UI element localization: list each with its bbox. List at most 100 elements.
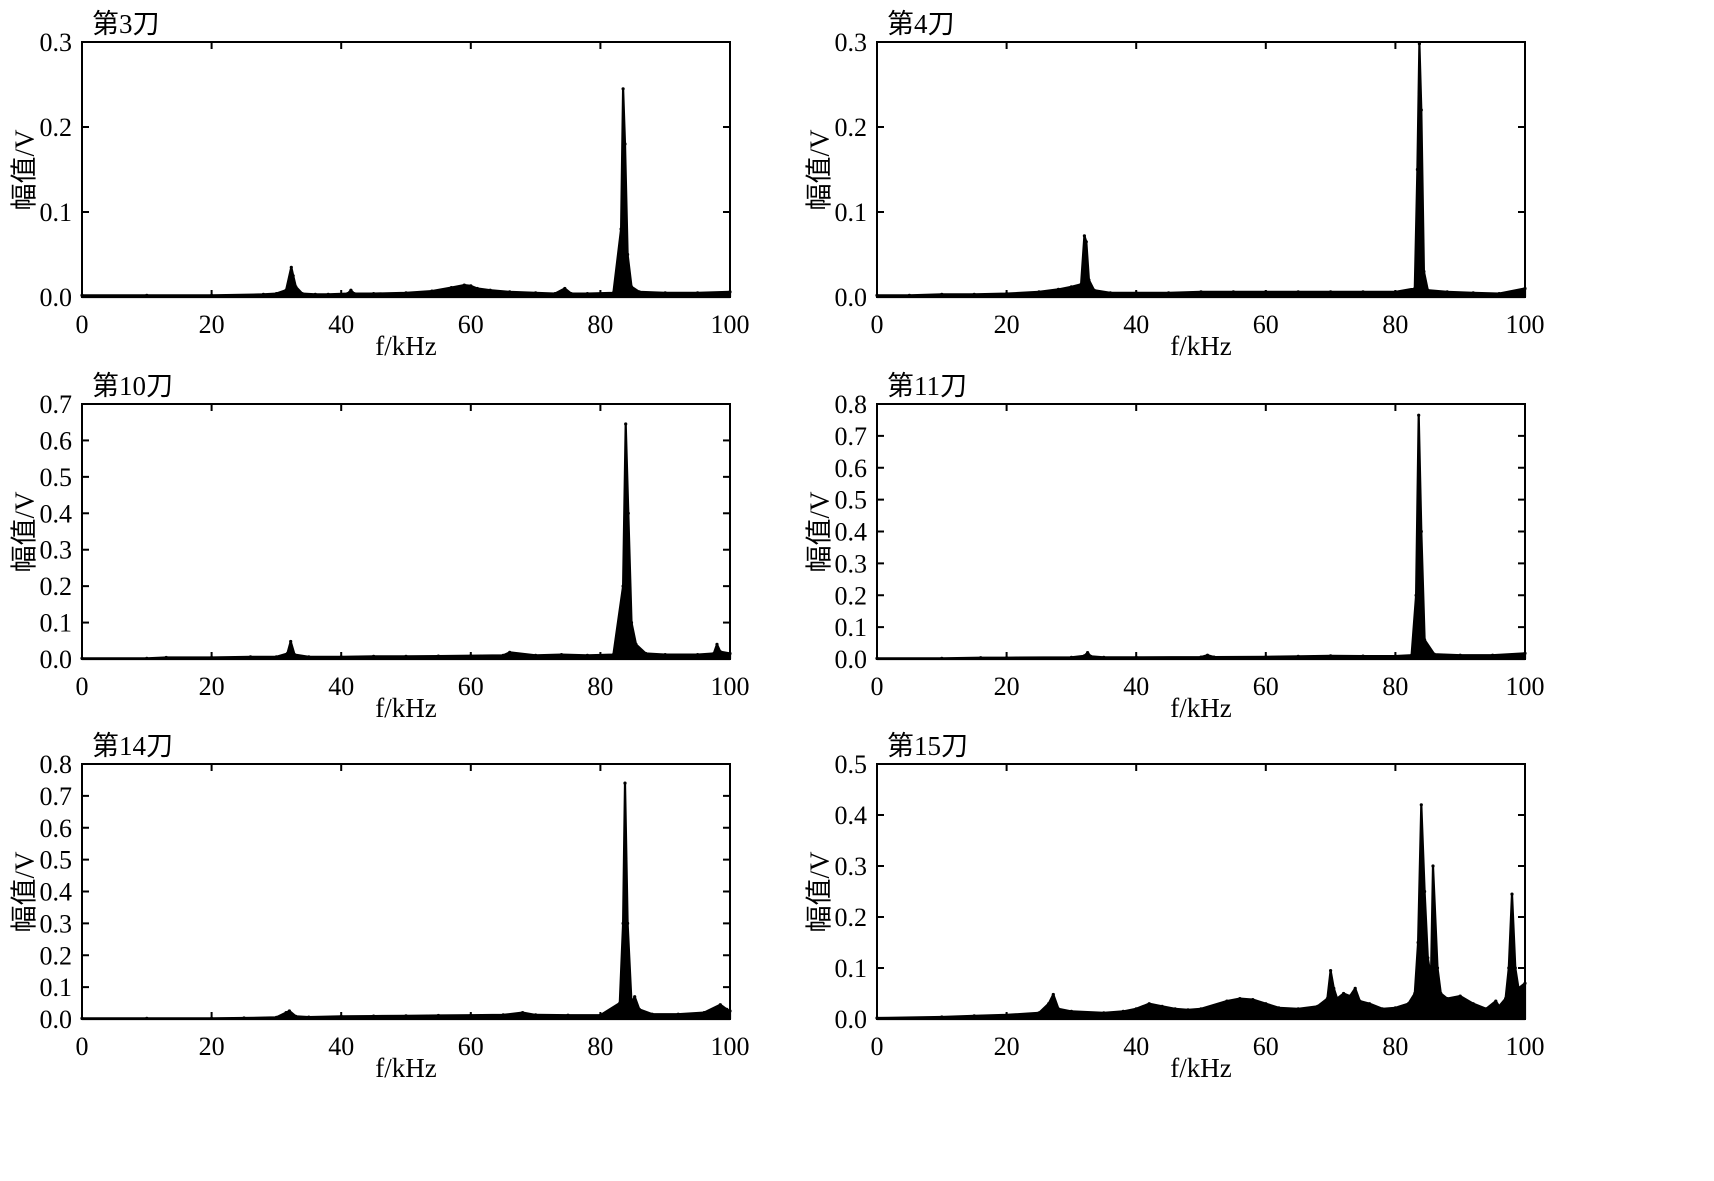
- data-point: [1419, 803, 1423, 807]
- data-point: [626, 252, 630, 257]
- data-point: [1332, 986, 1336, 990]
- data-point: [1082, 654, 1086, 658]
- x-tick-label: 60: [458, 672, 484, 701]
- data-point: [611, 291, 616, 295]
- chart-panel-2: 第4刀 幅值/V f/kHz 0 20 40 60 80 100 0.0 0.1 0.2 0.3: [795, 0, 1652, 394]
- x-tick-label: 40: [1123, 310, 1149, 339]
- data-point: [1037, 1011, 1041, 1015]
- data-point: [940, 292, 944, 296]
- data-point: [621, 87, 625, 91]
- x-tick-label: 0: [871, 1032, 884, 1061]
- data-point: [349, 288, 353, 292]
- x-tick-label: 20: [199, 310, 225, 339]
- data-point: [508, 290, 512, 294]
- data-point: [1507, 966, 1511, 970]
- data-point: [1082, 234, 1086, 238]
- data-point: [1134, 1007, 1138, 1011]
- data-point: [696, 653, 700, 657]
- data-point: [1056, 1007, 1060, 1011]
- y-tick-label: 0.7: [835, 422, 868, 451]
- panel-title: 第14刀: [92, 731, 173, 761]
- data-point: [1361, 654, 1365, 658]
- data-point: [618, 1001, 622, 1005]
- data-point: [1092, 288, 1096, 292]
- data-point: [462, 283, 466, 287]
- x-axis-label: f/kHz: [1170, 331, 1232, 361]
- y-tick-label: 0.6: [40, 814, 73, 843]
- data-point: [404, 654, 408, 658]
- data-point: [569, 292, 573, 296]
- data-point: [637, 1007, 641, 1011]
- data-point: [585, 292, 590, 296]
- x-tick-label: 80: [587, 310, 613, 339]
- data-point: [621, 921, 625, 925]
- data-point: [702, 1011, 706, 1015]
- x-tick-label: 0: [76, 310, 89, 339]
- data-point: [313, 292, 317, 296]
- data-point: [563, 286, 567, 291]
- data-point: [1380, 1007, 1384, 1011]
- x-tick-label: 60: [458, 1032, 484, 1061]
- x-tick-label: 20: [994, 310, 1020, 339]
- data-point: [1069, 285, 1073, 289]
- data-point: [352, 292, 356, 296]
- data-point: [1348, 994, 1352, 998]
- data-point: [676, 1012, 680, 1016]
- data-point: [1426, 288, 1430, 292]
- data-point: [1504, 997, 1508, 1001]
- y-tick-label: 0.0: [40, 283, 73, 312]
- data-point: [1432, 652, 1436, 656]
- data-point: [508, 650, 512, 654]
- data-point: [1037, 290, 1041, 294]
- data-point: [1186, 1008, 1190, 1012]
- data-point: [629, 1001, 634, 1005]
- data-point: [372, 1014, 376, 1018]
- data-point: [289, 265, 293, 269]
- y-tick-label: 0.3: [40, 909, 73, 938]
- data-point: [1419, 529, 1423, 534]
- y-tick-label: 0.4: [40, 878, 73, 907]
- data-point: [1069, 1009, 1073, 1013]
- data-point: [626, 511, 630, 515]
- x-tick-label: 60: [1253, 672, 1279, 701]
- data-point: [1491, 653, 1495, 657]
- data-point: [1435, 966, 1440, 970]
- y-tick-label: 0.0: [835, 645, 868, 674]
- x-tick-label: 80: [1382, 1032, 1408, 1061]
- y-tick-label: 0.7: [40, 390, 73, 419]
- series-trace: [875, 414, 1527, 661]
- x-axis-label: f/kHz: [1170, 1053, 1232, 1083]
- y-tick-label: 0.5: [835, 486, 868, 515]
- data-point: [1199, 655, 1203, 659]
- x-tick-label: 80: [1382, 672, 1408, 701]
- data-point: [634, 642, 638, 646]
- data-point: [1212, 655, 1216, 659]
- plot-area: 0 20 40 60 80 100 0.0 0.1 0.2 0.3: [835, 28, 1545, 339]
- data-point: [284, 1011, 288, 1015]
- x-tick-label: 40: [328, 672, 354, 701]
- y-tick-label: 0.5: [835, 750, 868, 779]
- data-point: [1458, 653, 1462, 657]
- plot-frame: [81, 763, 731, 1020]
- data-point: [718, 1003, 722, 1007]
- data-point: [1471, 1002, 1475, 1006]
- x-tick-label: 40: [328, 1032, 354, 1061]
- y-tick-label: 0.1: [835, 613, 868, 642]
- y-tick-label: 0.2: [835, 113, 868, 142]
- x-tick-label: 100: [1506, 1032, 1545, 1061]
- data-point: [534, 1013, 538, 1017]
- data-point: [289, 639, 293, 644]
- data-point: [488, 288, 492, 292]
- y-tick-label: 0.7: [40, 782, 73, 811]
- data-point: [404, 1014, 408, 1018]
- data-point: [449, 286, 453, 290]
- data-point: [1471, 291, 1475, 295]
- data-point: [1423, 889, 1427, 894]
- data-point: [346, 292, 350, 296]
- data-point: [623, 781, 627, 785]
- data-point: [1516, 986, 1521, 990]
- chart-panel-3: 第10刀 幅值/V f/kHz 0 20 40 60 80 100 0.0 0.1 0.2 0.3 0.4…: [0, 362, 857, 756]
- data-point: [1429, 976, 1433, 980]
- chart-panel-1: 第3刀 幅值/V f/kHz 0 20 40 60 80 100 0.0 0.1 0.2 0.3: [0, 0, 857, 394]
- data-point: [1047, 1002, 1051, 1006]
